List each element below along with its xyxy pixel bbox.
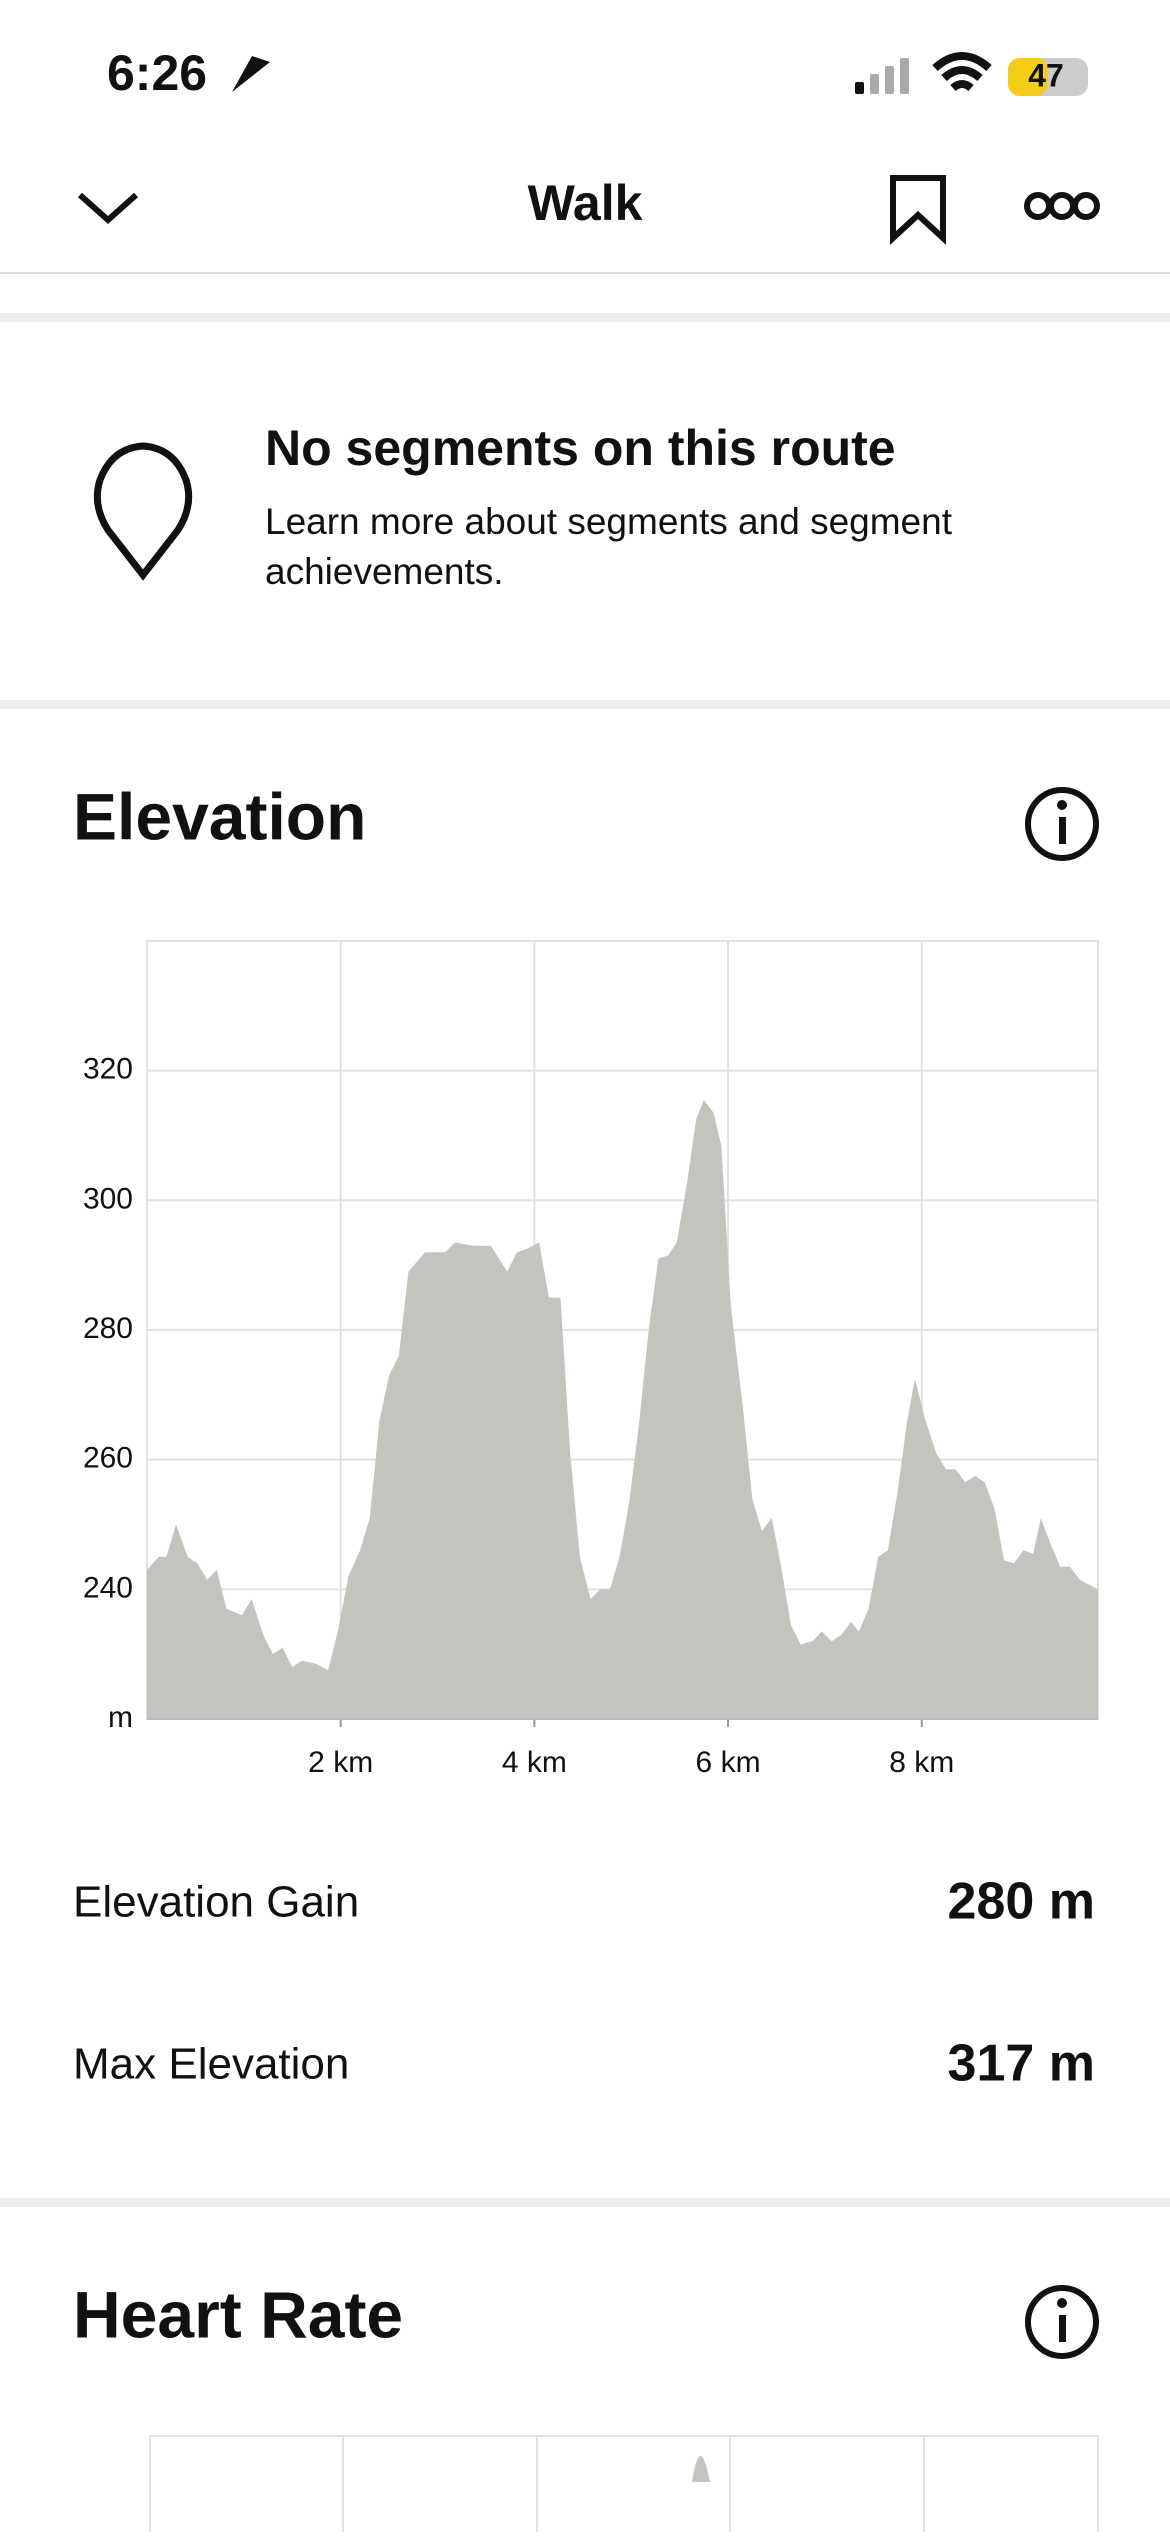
info-button[interactable] [1025, 787, 1099, 861]
y-tick-label: 320 [83, 1053, 133, 1086]
signal-icon [855, 58, 909, 94]
stat-value: 317 m [948, 2035, 1095, 2093]
y-tick-label: m [108, 1701, 133, 1734]
section-title: Heart Rate [73, 2277, 403, 2351]
status-time: 6:26 [107, 45, 207, 101]
x-tick-label: 6 km [696, 1746, 761, 1779]
y-tick-label: 260 [83, 1442, 133, 1475]
stat-label: Max Elevation [73, 2040, 349, 2089]
y-tick-label: 300 [83, 1182, 133, 1215]
segments-body[interactable]: achievements. [265, 551, 504, 592]
section-title: Elevation [73, 779, 366, 853]
y-tick-label: 280 [83, 1312, 133, 1345]
location-icon [232, 56, 270, 92]
pin-icon [93, 442, 193, 581]
segments-title: No segments on this route [265, 420, 896, 476]
x-tick-label: 2 km [308, 1746, 373, 1779]
heart-rate-chart-frame [149, 2435, 1099, 2532]
x-tick-label: 8 km [889, 1746, 954, 1779]
section-divider [0, 2198, 1170, 2207]
elevation-chart: m 240 260 280 300 320 2 km 4 km 6 km 8 km [83, 940, 1099, 1779]
nav-divider [0, 272, 1170, 274]
more-button[interactable] [1024, 192, 1100, 220]
battery-text: 47 [1028, 57, 1064, 93]
section-divider [0, 313, 1170, 322]
nav-title: Walk [528, 175, 643, 231]
heart-rate-peak [692, 2456, 710, 2482]
battery-level [1008, 58, 1048, 96]
wifi-icon [932, 52, 992, 92]
stat-label: Elevation Gain [73, 1878, 359, 1927]
elevation-area [147, 1099, 1098, 1719]
bookmark-button[interactable] [890, 175, 946, 245]
section-divider [0, 700, 1170, 709]
y-tick-label: 240 [83, 1571, 133, 1604]
info-button[interactable] [1025, 2285, 1099, 2359]
segments-body[interactable]: Learn more about segments and segment [265, 501, 953, 542]
x-tick-label: 4 km [502, 1746, 567, 1779]
collapse-button[interactable] [78, 192, 138, 225]
stat-value: 280 m [948, 1873, 1095, 1931]
